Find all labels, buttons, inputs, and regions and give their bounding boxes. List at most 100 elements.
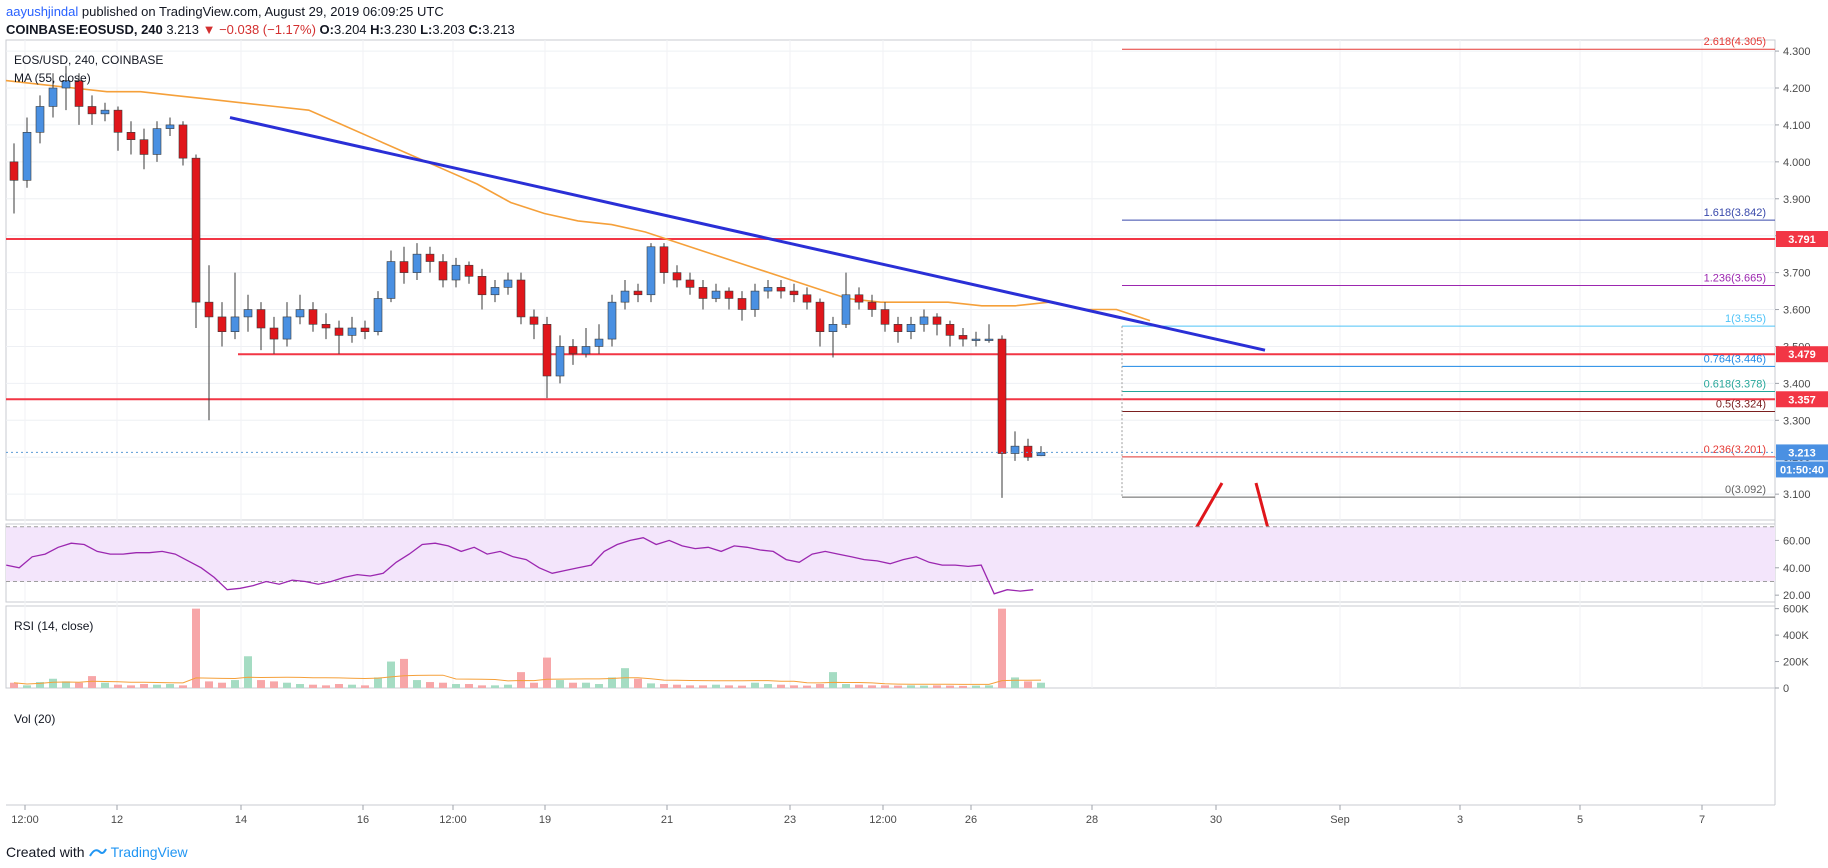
time-tick-label: 23 [784,814,796,826]
time-tick-label: 28 [1086,814,1098,826]
candle-body [919,316,929,325]
price-tick-label: 4.100 [1783,120,1811,132]
volume-bar [1024,681,1032,688]
volume-pane-title: Vol (20) [14,712,55,726]
volume-bar [712,684,720,688]
candle-body [503,279,513,288]
volume-bar [166,684,174,688]
volume-bar [23,685,31,688]
volume-bar [387,661,395,688]
price-tick-label: 3.300 [1783,415,1811,427]
price-tick-label: 4.200 [1783,83,1811,95]
volume-bar [608,677,616,688]
volume-bar [764,684,772,688]
projection-up-stroke [1193,482,1224,531]
candle-body [776,287,786,292]
price-pane-frame [5,39,1776,521]
volume-bar [374,677,382,688]
volume-bar [192,608,200,688]
volume-bar [478,685,486,688]
fib-level-label: 2.618(4.305) [1704,36,1766,48]
candle-body [334,327,344,336]
candle-body [282,316,292,340]
publish-info: aayushjindal published on TradingView.co… [6,4,444,19]
rsi-pane-title: RSI (14, close) [14,619,93,633]
volume-bar [283,682,291,688]
volume-bar [556,680,564,688]
candle-body [347,327,357,336]
time-tick-label: 16 [357,814,369,826]
candle-body [594,338,604,347]
candle-body [633,290,643,296]
volume-bar [829,672,837,688]
volume-bar [322,685,330,688]
volume-bar [920,685,928,688]
volume-bar [231,680,239,688]
time-tick-label: 14 [235,814,247,826]
candle-body [516,279,526,318]
price-tick-label: 3.900 [1783,194,1811,206]
volume-bar [569,682,577,688]
open-value: 3.204 [334,22,367,37]
price-change: −0.038 (−1.17%) [219,22,316,37]
volume-bar [361,685,369,688]
candle-body [568,346,578,355]
volume-bar [933,685,941,688]
volume-bar [88,676,96,688]
author-link[interactable]: aayushjindal [6,4,79,19]
candle-body [971,338,981,341]
fib-level-label: 0(3.092) [1725,484,1766,496]
volume-bar [205,681,213,688]
low-value: 3.203 [432,22,465,37]
rsi-tick-label: 20.00 [1783,590,1811,602]
low-label: L: [420,22,433,37]
candle-body [1010,445,1020,454]
candle-body [438,261,448,281]
time-tick-label: 12:00 [11,814,39,826]
candle-body [412,253,422,273]
candle-body [620,290,630,303]
rsi-band-fill [6,526,1775,582]
candle-body [386,261,396,299]
volume-bar [673,684,681,688]
time-tick-label: Sep [1330,814,1350,826]
fib-level-label: 0.236(3.201) [1704,444,1766,456]
candle-body [113,109,123,133]
volume-bar [309,684,317,688]
volume-bar [686,685,694,688]
fib-level-label: 1.236(3.665) [1704,273,1766,285]
volume-bar [491,685,499,688]
candle-body [61,80,71,89]
volume-bar [868,685,876,688]
candle-body [607,301,617,340]
volume-bar [244,656,252,688]
symbol-label: COINBASE:EOSUSD, 240 [6,22,163,37]
publish-text: published on TradingView.com, August 29,… [78,4,444,19]
countdown-label: 01:50:40 [1780,464,1824,476]
created-with-label: Created with [6,844,85,860]
candle-body [295,309,305,318]
tradingview-brand[interactable]: TradingView [110,844,188,860]
last-price: 3.213 [166,22,199,37]
candle-body [425,253,435,262]
candle-body [126,132,136,140]
price-pane-title: EOS/USD, 240, COINBASE [14,53,163,67]
footer: Created with TradingView [6,844,188,860]
candle-body [802,294,812,303]
high-label: H: [370,22,384,37]
time-tick-label: 3 [1457,814,1463,826]
candle-body [256,309,266,329]
candle-body [698,287,708,299]
fib-level-label: 0.764(3.446) [1704,353,1766,365]
moving-average-line [5,79,1151,322]
candle-body [958,335,968,340]
volume-bar [504,684,512,688]
volume-bar [699,685,707,688]
countdown-badge [1776,461,1828,478]
price-tick-label: 3.600 [1783,305,1811,317]
volume-bar [985,685,993,688]
volume-pane-frame [5,605,1776,689]
candle-body [529,316,539,325]
volume-tick-label: 400K [1783,630,1809,642]
